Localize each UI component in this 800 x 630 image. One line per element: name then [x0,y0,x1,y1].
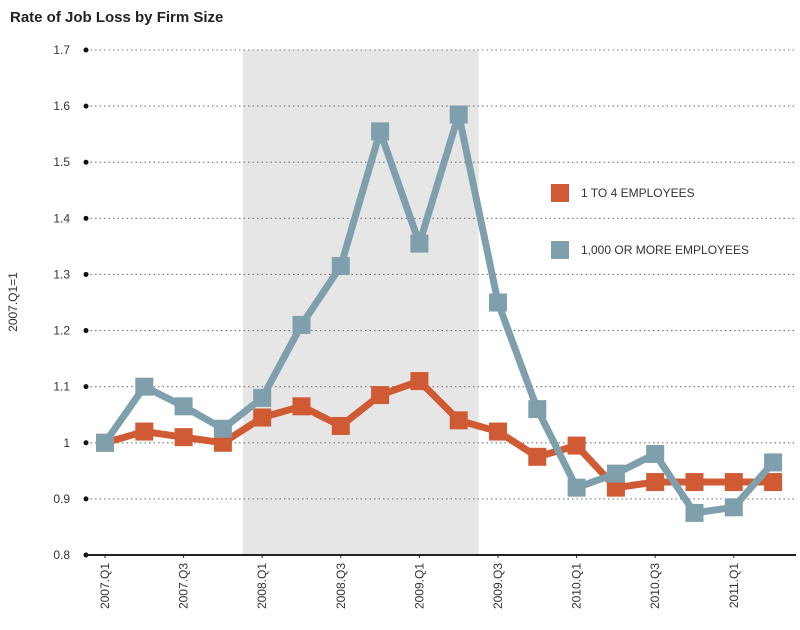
data-point [567,478,586,497]
data-point [685,503,704,522]
recession-shading [242,50,479,555]
data-point [724,473,743,492]
legend-label: 1,000 OR MORE EMPLOYEES [581,243,749,257]
chart-title: Rate of Job Loss by Firm Size [10,9,224,26]
y-tick-dot [83,440,89,446]
x-tick-label: 2009.Q1 [412,563,426,609]
data-point [135,422,154,441]
legend-swatch [551,241,569,259]
legend-item: 1,000 OR MORE EMPLOYEES [551,241,749,259]
data-point [764,453,783,472]
data-point [606,478,625,497]
data-point [449,105,468,124]
data-point [528,400,547,419]
data-point [253,388,272,407]
x-tick-label: 2007.Q3 [177,563,191,609]
data-point [449,411,468,430]
data-point [96,433,114,452]
y-tick-dot [83,47,89,53]
y-tick-dot [83,271,89,277]
data-point [213,419,232,438]
y-tick-label: 0.9 [53,492,70,506]
y-tick-dot [83,103,89,109]
data-point [174,428,193,447]
data-point [292,315,311,334]
series-2 [96,105,783,522]
data-point [764,473,783,492]
y-tick-label: 1.5 [53,155,70,169]
y-tick-dot [83,215,89,221]
y-tick-dot [83,159,89,165]
y-tick-dot [83,384,89,390]
data-point [489,422,507,441]
data-point [371,386,390,405]
y-tick-label: 1.3 [53,267,70,281]
data-point [646,473,665,492]
data-point [528,447,547,466]
x-tick-label: 2008.Q3 [334,563,348,609]
y-tick-label: 1.4 [53,211,70,225]
data-point [410,234,429,253]
x-tick-label: 2007.Q1 [98,563,112,609]
data-point [606,464,625,483]
data-point [292,397,311,416]
data-point [685,473,704,492]
y-tick-label: 1.2 [53,324,70,338]
x-tick-label: 2009.Q3 [491,563,505,609]
y-tick-label: 1 [63,436,70,450]
data-point [646,445,665,463]
y-tick-label: 1.1 [53,380,70,394]
data-point [371,122,390,141]
data-point [489,293,507,312]
x-tick-label: 2010.Q3 [648,563,662,609]
y-axis-title: 2007.Q1=1 [6,272,20,332]
data-point [331,257,350,276]
data-point [331,416,350,435]
x-tick-label: 2008.Q1 [255,563,269,609]
y-tick-dot [83,496,89,502]
y-tick-label: 1.6 [53,99,70,113]
legend-label: 1 TO 4 EMPLOYEES [581,186,695,200]
x-tick-label: 2010.Q1 [570,563,584,609]
data-point [724,498,743,517]
data-point [567,436,586,455]
y-tick-dot [83,328,89,334]
legend-item: 1 TO 4 EMPLOYEES [551,184,695,202]
data-point [174,397,193,416]
data-point [135,377,154,396]
legend-swatch [551,184,569,202]
y-tick-label: 1.7 [53,43,70,57]
data-point [410,372,429,391]
y-tick-label: 0.8 [53,548,70,562]
x-tick-label: 2011.Q1 [727,563,741,608]
data-point [213,433,232,452]
data-point [253,408,272,427]
